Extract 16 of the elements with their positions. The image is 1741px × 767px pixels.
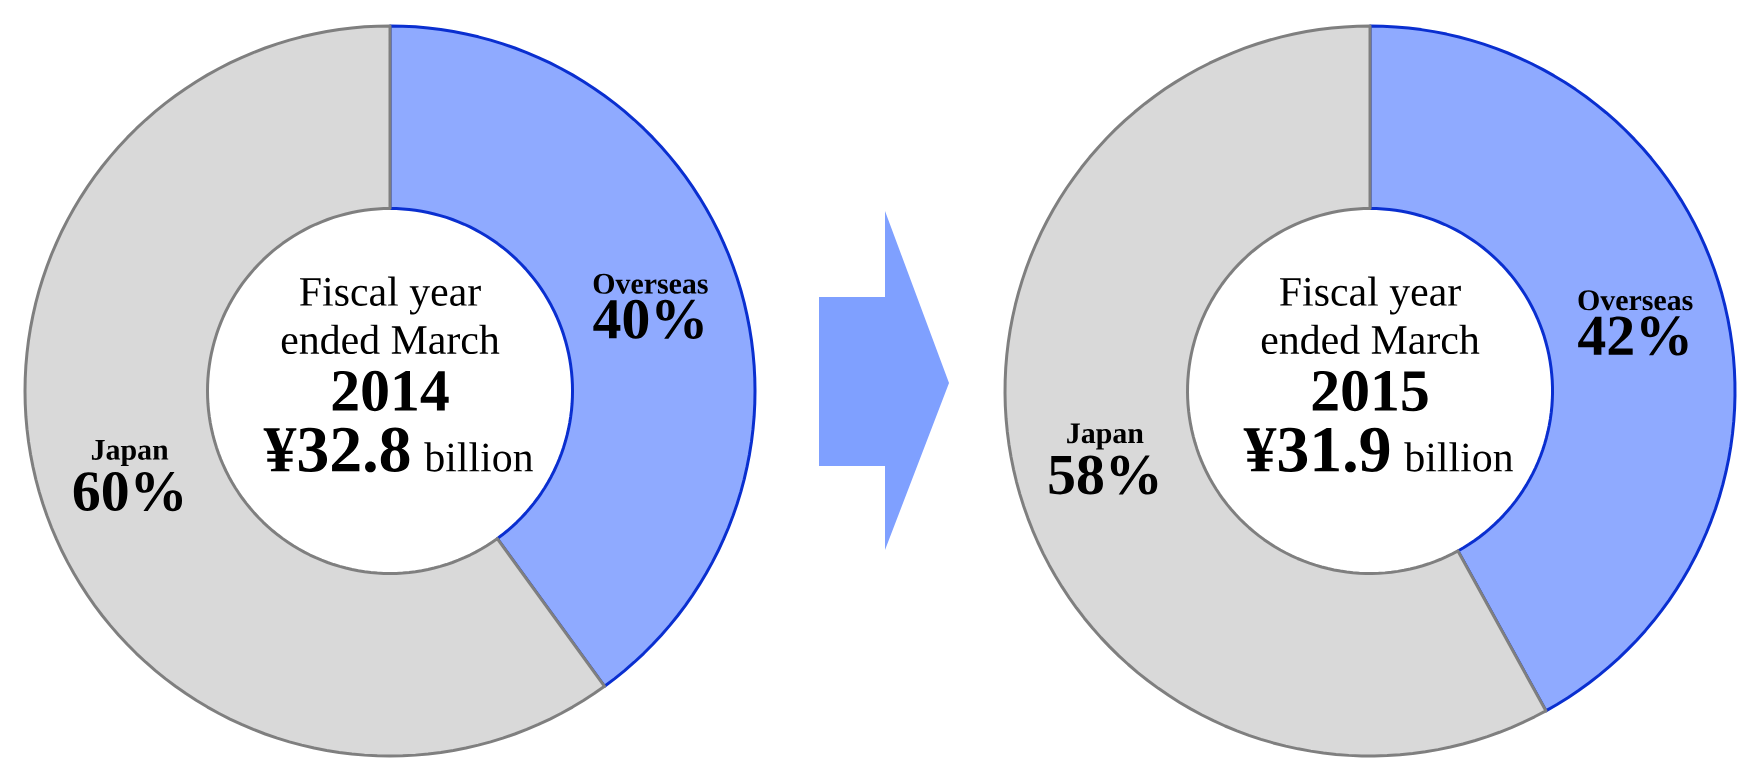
text: billion <box>1404 442 1513 472</box>
text: billion <box>424 442 533 472</box>
text: Fiscal year ended March <box>1261 276 1480 355</box>
data-label: 40% <box>593 299 703 340</box>
text: 2015 <box>1312 370 1428 412</box>
data-label: 42% <box>1578 316 1688 356</box>
slice-label: Japan <box>91 440 169 466</box>
data-label: 58% <box>1049 455 1158 495</box>
slice-label: Overseas <box>593 273 708 294</box>
slice-label: Overseas <box>1578 290 1693 311</box>
text: 2014 <box>332 370 449 412</box>
text: Fiscal year ended March <box>281 276 500 355</box>
text: ¥32.8 <box>263 427 410 473</box>
text: ¥31.9 <box>1243 427 1390 473</box>
slice-label: Japan <box>1067 423 1144 450</box>
data-label: 60% <box>73 471 183 512</box>
